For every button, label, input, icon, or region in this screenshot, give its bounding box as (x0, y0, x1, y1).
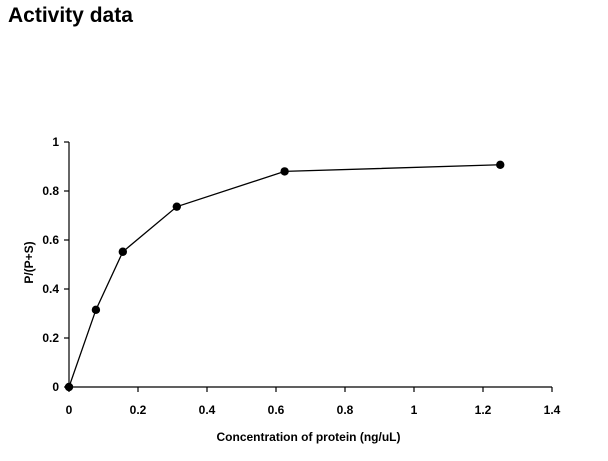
data-point (118, 247, 128, 256)
y-tick-label: 0.8 (42, 184, 59, 198)
data-point (280, 167, 289, 176)
data-point (172, 202, 182, 211)
page-title: Activity data (8, 4, 133, 27)
data-point (91, 305, 101, 315)
y-tick-label: 0.4 (42, 282, 59, 296)
chart-axes (68, 142, 552, 388)
data-point (64, 382, 74, 392)
y-tick-label: 0.6 (42, 233, 59, 247)
series-line (68, 164, 501, 388)
x-tick-label: 1 (411, 403, 418, 417)
data-point (496, 160, 505, 169)
x-tick-label: 0 (66, 403, 73, 417)
x-tick-label: 0.2 (130, 403, 147, 417)
y-tick-label: 1 (52, 135, 59, 149)
x-tick-label: 0.4 (199, 403, 216, 417)
y-tick-label: 0.2 (42, 331, 59, 345)
chart-series (64, 160, 505, 392)
chart-ticks: 0 0.2 0.4 0.6 0.8 1 0 0.2 0.4 0.6 0.8 1 1.2 1.4 (42, 135, 560, 417)
x-tick-label: 0.8 (337, 403, 354, 417)
x-axis-label: Concentration of protein (ng/uL) (217, 430, 401, 444)
x-tick-label: 1.4 (544, 403, 561, 417)
y-tick-label: 0 (52, 380, 59, 394)
x-tick-label: 1.2 (475, 403, 492, 417)
y-axis-label: P/(P+S) (22, 241, 36, 283)
x-tick-label: 0.6 (268, 403, 285, 417)
